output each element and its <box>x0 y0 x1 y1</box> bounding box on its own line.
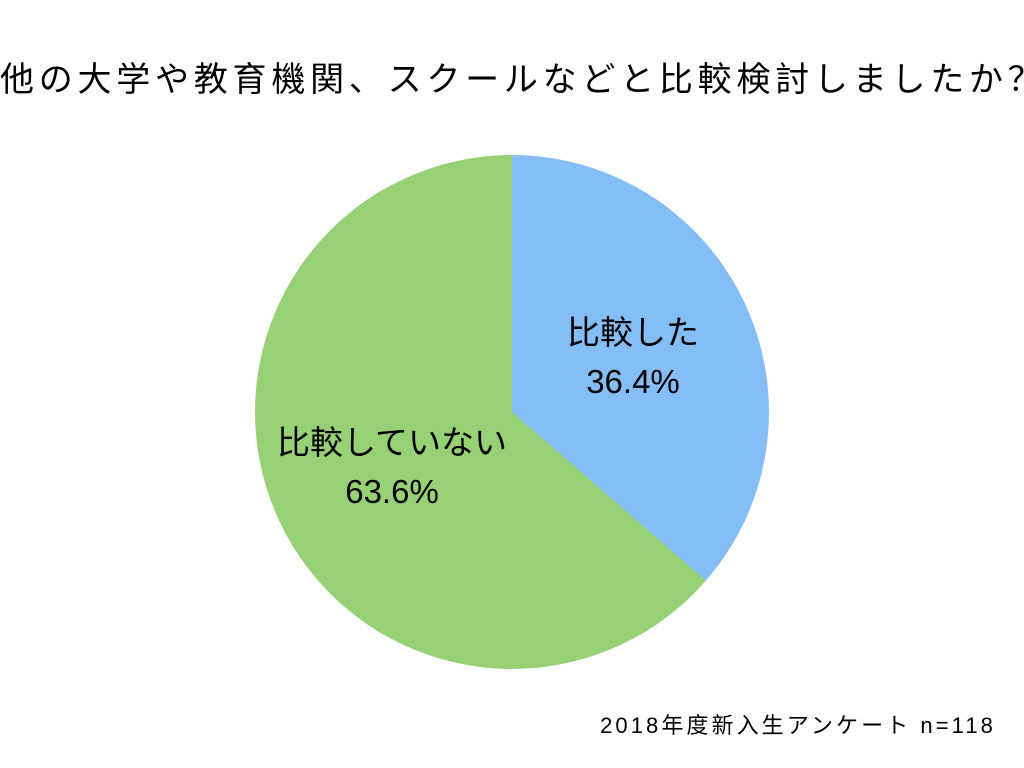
pie-slice-label-compared: 比較した 36.4% <box>567 308 699 406</box>
pie-chart <box>255 155 769 669</box>
slice-compared-label: 比較した <box>567 314 699 351</box>
slice-not-compared-label: 比較していない <box>276 424 508 461</box>
pie-slice-label-not-compared: 比較していない 63.6% <box>277 418 507 516</box>
slice-not-compared-percentage: 63.6% <box>345 473 439 510</box>
slice-compared-percentage: 36.4% <box>586 363 680 400</box>
survey-source-note: 2018年度新入生アンケート n=118 <box>600 713 996 738</box>
chart-title: 他の大学や教育機関、スクールなどと比較検討しましたか？ <box>0 61 1024 99</box>
